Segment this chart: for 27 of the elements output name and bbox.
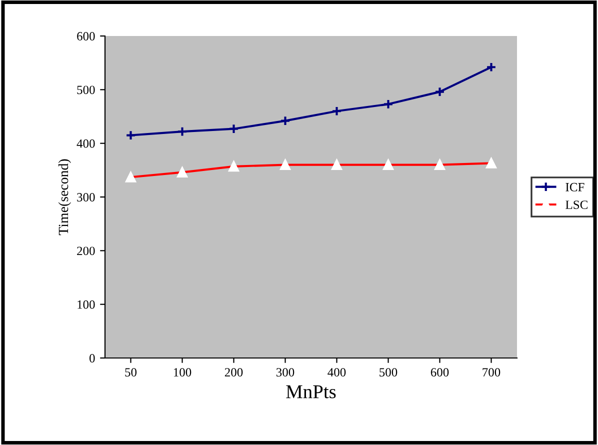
point xyxy=(228,124,239,134)
point xyxy=(280,116,290,126)
point xyxy=(486,62,496,72)
legend-label: LSC xyxy=(566,200,588,209)
x-tick-label: 300 xyxy=(276,368,294,377)
y-tick-label: 600 xyxy=(77,32,95,40)
y-tick-label: 0 xyxy=(90,354,95,362)
y-tick-label: 500 xyxy=(77,86,95,94)
legend-label: ICF xyxy=(566,182,584,192)
y-axis-title: Time(second) xyxy=(58,159,71,236)
x-tick-label: 200 xyxy=(224,368,243,377)
point xyxy=(434,86,445,98)
x-tick-label: 700 xyxy=(482,368,500,377)
x-tick-label: 400 xyxy=(328,368,346,377)
y-tick-label: 400 xyxy=(76,139,95,148)
point xyxy=(126,130,136,140)
x-axis-title: MnPts xyxy=(286,385,336,398)
x-tick-label: 500 xyxy=(380,368,398,377)
point xyxy=(177,126,188,137)
x-tick-label: 600 xyxy=(430,368,449,377)
y-tick-label: 300 xyxy=(77,193,95,202)
y-tick-label: 200 xyxy=(77,246,95,256)
point xyxy=(332,106,342,116)
x-tick-label: 100 xyxy=(174,368,192,377)
x-tick-label: 50 xyxy=(125,368,137,377)
point xyxy=(383,98,394,110)
y-tick-label: 100 xyxy=(78,300,95,309)
